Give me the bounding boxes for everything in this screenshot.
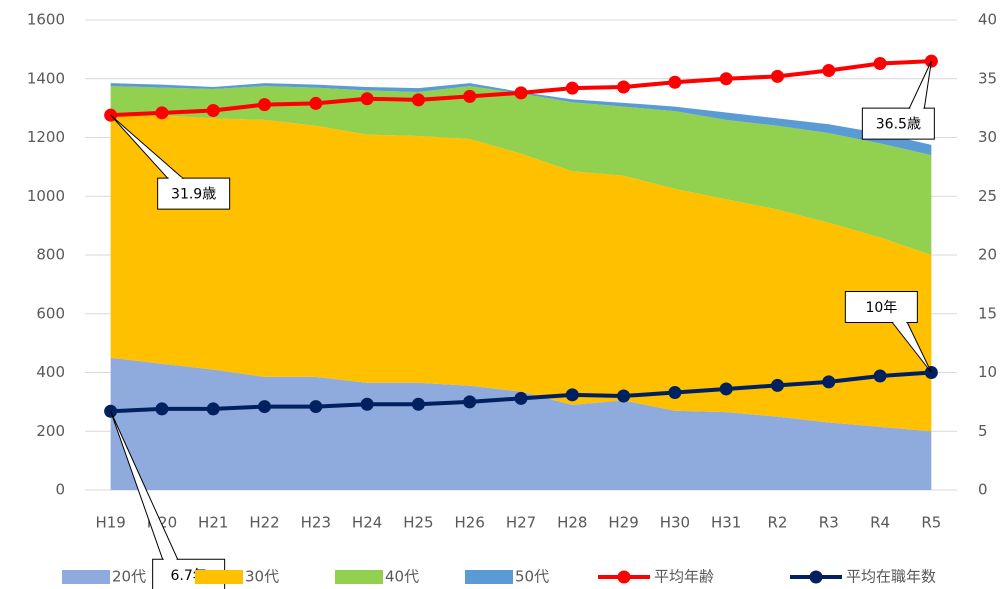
callout-pointer xyxy=(908,60,932,109)
x-tick-label: R5 xyxy=(921,514,941,532)
x-tick-label: H31 xyxy=(711,514,741,532)
y2-tick-label: 10 xyxy=(978,363,997,381)
line-marker xyxy=(360,92,374,106)
x-tick-label: H23 xyxy=(301,514,331,532)
x-tick-label: R4 xyxy=(870,514,890,532)
line-marker xyxy=(309,96,323,110)
line-marker xyxy=(873,56,887,70)
legend-marker xyxy=(809,570,823,584)
data-label: 31.9歳 xyxy=(171,187,216,203)
callout-box xyxy=(157,177,231,210)
line-marker xyxy=(873,369,887,383)
y2-tick-label: 25 xyxy=(978,187,997,205)
y-tick-label: 0 xyxy=(55,481,65,499)
stacked-area xyxy=(110,357,932,490)
y2-tick-label: 15 xyxy=(978,304,997,322)
line-marker xyxy=(770,69,784,83)
line-marker xyxy=(668,75,682,89)
y2-tick-label: 30 xyxy=(978,128,997,146)
line-marker xyxy=(617,389,631,403)
line-marker xyxy=(514,391,528,405)
line-marker xyxy=(258,400,272,414)
line-marker xyxy=(719,382,733,396)
x-tick-label: H29 xyxy=(608,514,638,532)
x-tick-label: R3 xyxy=(819,514,839,532)
line-marker xyxy=(565,388,579,402)
legend-label: 40代 xyxy=(385,568,419,586)
x-tick-label: H22 xyxy=(249,514,279,532)
y2-tick-label: 35 xyxy=(978,69,997,87)
line-marker xyxy=(770,378,784,392)
x-tick-label: H19 xyxy=(95,514,125,532)
legend-label: 平均年齢 xyxy=(654,568,714,586)
x-tick-label: H25 xyxy=(403,514,433,532)
callout-box xyxy=(844,291,918,323)
data-label: 36.5歳 xyxy=(876,117,921,133)
line-marker xyxy=(155,106,169,120)
line-marker xyxy=(360,397,374,411)
y-tick-label: 1200 xyxy=(27,128,65,146)
y-tick-label: 400 xyxy=(36,363,65,381)
y2-tick-label: 40 xyxy=(978,11,997,29)
stacked-area xyxy=(110,86,932,255)
line-marker xyxy=(411,397,425,411)
legend-label: 30代 xyxy=(245,568,279,586)
line-marker xyxy=(617,80,631,94)
legend-label: 50代 xyxy=(515,568,549,586)
line-marker xyxy=(514,86,528,100)
line-marker xyxy=(155,402,169,416)
y2-tick-label: 5 xyxy=(978,422,988,440)
line-marker xyxy=(309,400,323,414)
legend-swatch xyxy=(62,570,110,584)
legend-swatch xyxy=(465,570,513,584)
y-tick-label: 600 xyxy=(36,304,65,322)
legend-swatch xyxy=(195,570,243,584)
x-tick-label: H24 xyxy=(352,514,382,532)
x-tick-label: H30 xyxy=(660,514,690,532)
line-marker xyxy=(822,375,836,389)
y2-tick-label: 0 xyxy=(978,481,988,499)
x-tick-label: H28 xyxy=(557,514,587,532)
legend-label: 20代 xyxy=(112,568,146,586)
line-marker xyxy=(206,103,220,117)
y-tick-label: 1400 xyxy=(27,69,65,87)
line-marker xyxy=(206,402,220,416)
y-tick-label: 1000 xyxy=(27,187,65,205)
line-marker xyxy=(411,93,425,107)
line-marker xyxy=(719,72,733,86)
line-marker xyxy=(565,81,579,95)
x-tick-label: H26 xyxy=(455,514,485,532)
areas xyxy=(110,83,932,490)
x-tick-label: R2 xyxy=(767,514,787,532)
line-marker xyxy=(463,89,477,103)
x-tick-label: H27 xyxy=(506,514,536,532)
line-marker xyxy=(463,395,477,409)
line-marker xyxy=(258,98,272,112)
stacked-area xyxy=(110,83,932,156)
y-tick-label: 1600 xyxy=(27,11,65,29)
y-tick-label: 200 xyxy=(36,422,65,440)
legend-label: 平均在職年数 xyxy=(846,568,936,586)
data-label: 10年 xyxy=(865,300,897,316)
y2-tick-label: 20 xyxy=(978,246,997,264)
line-marker xyxy=(822,64,836,78)
line-marker xyxy=(668,385,682,399)
y-tick-label: 800 xyxy=(36,246,65,264)
stacked-area xyxy=(110,114,932,432)
legend-swatch xyxy=(335,570,383,584)
x-tick-label: H21 xyxy=(198,514,228,532)
legend-marker xyxy=(617,570,631,584)
